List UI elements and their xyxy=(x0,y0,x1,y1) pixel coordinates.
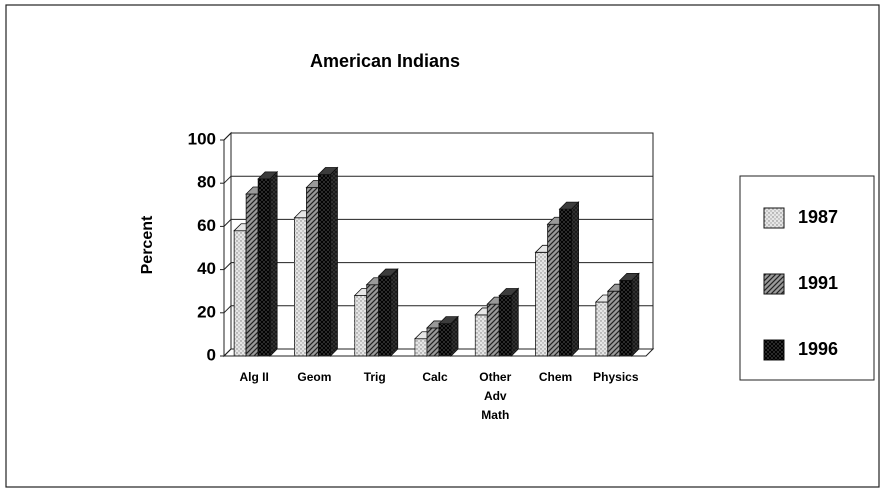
bar-pattern xyxy=(318,174,331,356)
grid-line xyxy=(223,218,653,227)
y-tick-label: 0 xyxy=(207,345,216,364)
y-tick-label: 20 xyxy=(197,302,216,321)
bar-pattern xyxy=(499,295,512,356)
bar-pattern xyxy=(427,327,439,356)
bar-pattern xyxy=(619,280,632,356)
bar-pattern xyxy=(487,304,500,356)
bar-pattern xyxy=(366,284,379,356)
bar-pattern xyxy=(378,276,391,356)
bar xyxy=(438,315,459,357)
bar xyxy=(498,287,520,357)
bar-pattern xyxy=(246,194,259,356)
bar-pattern xyxy=(354,295,367,356)
bar-pattern xyxy=(294,217,307,356)
bar-pattern xyxy=(607,291,620,356)
legend-swatch-pattern xyxy=(764,274,784,294)
bar xyxy=(618,272,640,357)
legend-swatch-pattern xyxy=(764,208,784,228)
bar xyxy=(317,166,339,357)
bar-pattern xyxy=(475,314,488,356)
bar-pattern xyxy=(234,230,247,356)
grid-line xyxy=(223,175,653,184)
bar-pattern xyxy=(559,209,572,356)
legend-label: 1991 xyxy=(798,273,838,293)
bar xyxy=(377,268,399,357)
y-axis-label: Percent xyxy=(139,215,156,274)
x-tick-label: Trig xyxy=(364,370,386,384)
bar-side-pattern xyxy=(330,167,338,356)
y-tick-label: 60 xyxy=(197,216,216,235)
bar-side-pattern xyxy=(270,171,278,356)
bar-side-pattern xyxy=(451,316,458,356)
legend-label: 1996 xyxy=(798,339,838,359)
bar-pattern xyxy=(595,302,608,356)
bar-side-pattern xyxy=(511,288,519,356)
y-tick-label: 40 xyxy=(197,259,216,278)
bar-pattern xyxy=(535,252,548,356)
x-tick-label: Chem xyxy=(539,370,572,384)
x-tick-label: Physics xyxy=(593,370,639,384)
x-tick-label: Other Adv Math xyxy=(479,370,511,422)
chart-title: American Indians xyxy=(310,51,460,71)
x-tick-label: Geom xyxy=(297,370,331,384)
bar-pattern xyxy=(258,178,271,356)
bar-side-pattern xyxy=(631,273,639,356)
bar-pattern xyxy=(547,224,560,356)
legend-swatch-pattern xyxy=(764,340,784,360)
legend-box xyxy=(739,175,875,381)
grid-line xyxy=(223,132,653,141)
legend-label: 1987 xyxy=(798,207,838,227)
bar-pattern xyxy=(306,187,319,356)
y-tick-label: 80 xyxy=(197,173,216,192)
bar-pattern xyxy=(415,338,427,356)
bar-pattern xyxy=(439,323,451,356)
frame xyxy=(5,4,880,488)
bar-side-pattern xyxy=(571,202,579,356)
bar-side-pattern xyxy=(390,269,398,356)
side-wall xyxy=(223,131,232,358)
x-tick-label: Calc xyxy=(422,370,448,384)
bar xyxy=(558,201,580,357)
y-tick-label: 100 xyxy=(188,129,216,148)
grid-line xyxy=(223,262,653,270)
bar xyxy=(257,170,279,357)
x-tick-label: Alg II xyxy=(239,370,268,384)
